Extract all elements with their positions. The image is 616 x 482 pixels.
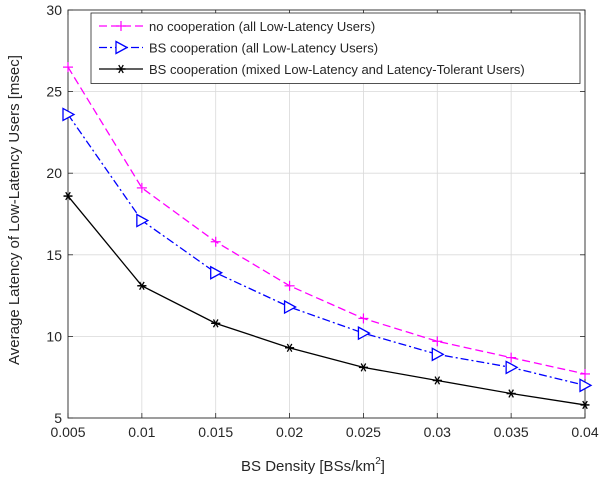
point-marker-asterisk: [211, 319, 221, 328]
point-marker-asterisk: [137, 281, 147, 291]
x-tick-label: 0.015: [198, 424, 233, 440]
point-marker-plus: [506, 352, 517, 363]
point-marker-triangle: [283, 299, 297, 315]
x-tick-label: 0.03: [424, 424, 451, 440]
y-tick-label: 20: [46, 165, 62, 181]
legend-label: BS cooperation (mixed Low-Latency and La…: [149, 62, 525, 77]
x-axis-label-main: BS Density [BSs/km: [241, 458, 375, 475]
legend-box: [90, 12, 581, 84]
point-marker-asterisk: [580, 400, 590, 410]
point-marker-asterisk: [285, 343, 295, 353]
x-tick-label: 0.04: [571, 424, 598, 440]
point-marker-plus: [63, 62, 73, 73]
point-marker-triangle: [505, 360, 519, 375]
x-tick-label: 0.01: [128, 424, 155, 440]
x-axis-label-superscript: 2: [375, 456, 381, 467]
x-tick-label: 0.005: [50, 424, 85, 440]
legend-item: BS cooperation (mixed Low-Latency and La…: [99, 62, 525, 77]
point-marker-triangle: [115, 40, 129, 55]
series-3: [63, 191, 590, 410]
point-marker-triangle: [136, 213, 150, 228]
x-axis-label-suffix: ]: [381, 458, 385, 475]
plot-frame: [67, 9, 586, 419]
y-tick-label: 25: [46, 84, 62, 100]
point-marker-triangle: [431, 347, 445, 362]
legend-label: BS cooperation (all Low-Latency Users): [149, 41, 378, 56]
point-marker-asterisk: [116, 64, 126, 74]
y-tick-label: 5: [54, 410, 62, 426]
point-marker-plus: [358, 313, 369, 324]
y-tick-label: 15: [46, 247, 62, 263]
point-marker-asterisk: [358, 363, 368, 372]
series-line: [67, 66, 586, 375]
series-2: [62, 107, 593, 393]
point-marker-triangle: [579, 378, 593, 393]
point-marker-asterisk: [506, 389, 516, 398]
point-marker-asterisk: [432, 376, 442, 385]
x-tick-label: 0.02: [276, 424, 303, 440]
point-marker-triangle: [62, 107, 76, 122]
y-axis-label: Average Latency of Low-Latency Users [ms…: [6, 55, 23, 365]
series-1: [63, 62, 590, 379]
point-marker-plus: [284, 280, 295, 291]
y-tick-label: 10: [46, 328, 62, 344]
series-line: [67, 195, 586, 406]
legend-item: no cooperation (all Low-Latency Users): [99, 19, 375, 34]
point-marker-asterisk: [63, 191, 73, 201]
series-lines: [62, 62, 593, 410]
legend-label: no cooperation (all Low-Latency Users): [149, 19, 375, 34]
point-marker-plus: [210, 236, 221, 247]
x-axis-label: BS Density [BSs/km2]: [241, 456, 385, 475]
legend-item: BS cooperation (all Low-Latency Users): [99, 40, 378, 56]
point-marker-plus: [116, 21, 126, 31]
point-marker-plus: [432, 336, 443, 347]
point-marker-plus: [580, 368, 590, 379]
x-tick-label: 0.025: [346, 424, 381, 440]
legend: no cooperation (all Low-Latency Users) BS…: [90, 12, 581, 84]
point-marker-triangle: [357, 326, 371, 341]
axes: 0.005 0.01 0.015 0.02 0.025 0.03 0.035 0.04 5 10 1…: [46, 2, 598, 440]
point-marker-plus: [136, 182, 147, 193]
point-marker-triangle: [210, 265, 224, 280]
series-line: [67, 114, 586, 386]
y-tick-label: 30: [46, 2, 62, 18]
x-tick-label: 0.035: [494, 424, 529, 440]
